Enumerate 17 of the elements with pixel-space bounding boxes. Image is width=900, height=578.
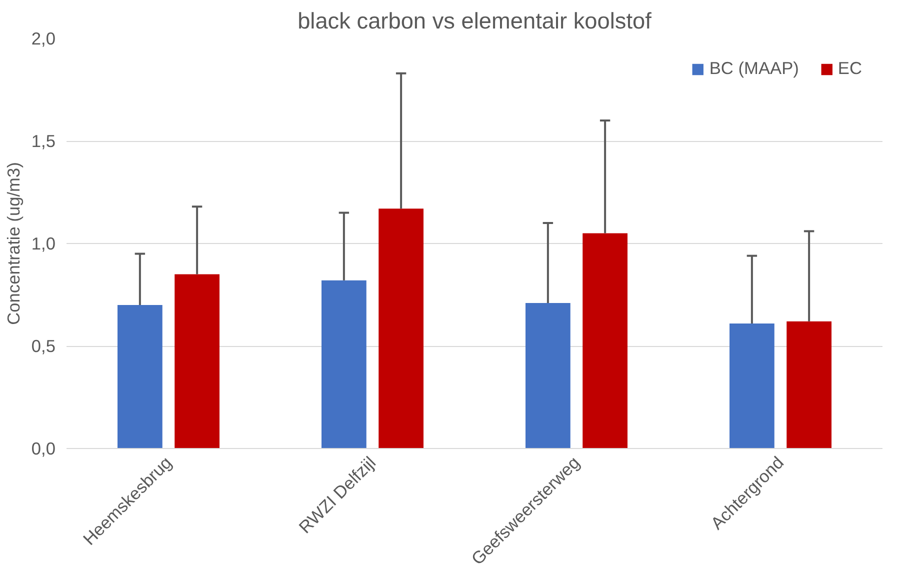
y-axis-title: Concentratie (ug/m3) <box>3 162 24 325</box>
bar <box>378 208 424 448</box>
y-tick-label: 0,0 <box>31 438 56 458</box>
y-tick-label: 0,5 <box>31 336 56 356</box>
bar <box>582 233 628 448</box>
y-tick-label: 1,5 <box>31 131 56 151</box>
bar <box>322 280 366 448</box>
legend-label: BC (MAAP) <box>709 58 799 79</box>
bar <box>786 321 832 448</box>
bar <box>174 274 220 448</box>
bar <box>118 305 162 448</box>
legend-label: EC <box>838 58 862 79</box>
chart-title: black carbon vs elementair koolstof <box>298 8 652 34</box>
y-tick-label: 2,0 <box>31 28 56 48</box>
bar <box>730 323 774 448</box>
bar <box>526 302 570 448</box>
y-tick-label: 1,0 <box>31 234 56 254</box>
